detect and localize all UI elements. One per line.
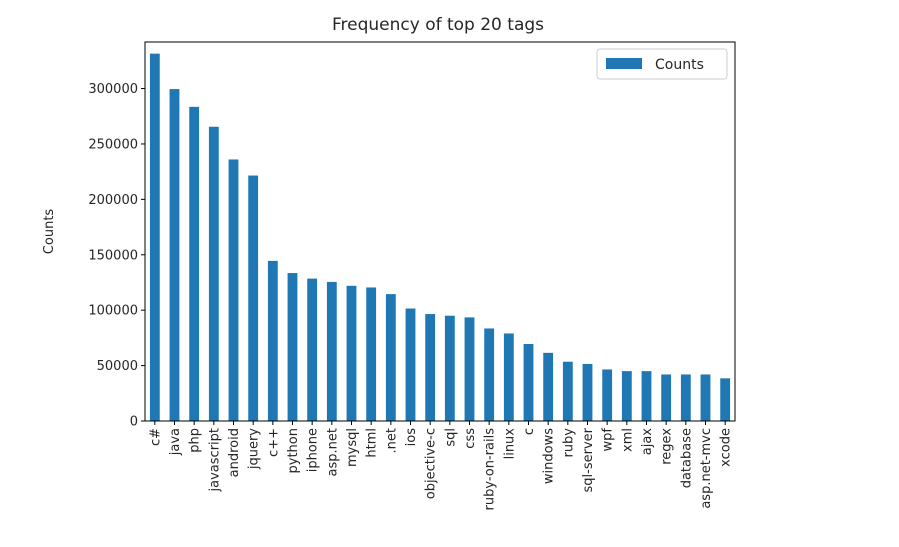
- x-tick-label: c#: [148, 428, 163, 446]
- y-tick-label: 150000: [88, 248, 138, 263]
- x-tick-label: c: [522, 428, 537, 435]
- x-tick-label: xcode: [719, 428, 734, 467]
- legend-box: [596, 48, 728, 80]
- x-tick-label: linux: [502, 428, 517, 460]
- x-tick-label: sql: [443, 428, 458, 447]
- x-tick-label: asp.net-mvc: [699, 428, 714, 509]
- bar-python: [287, 273, 298, 421]
- x-tick-label: android: [227, 428, 242, 477]
- bar-php: [189, 106, 200, 421]
- bar-ruby: [562, 361, 573, 421]
- x-tick-label: .net: [384, 428, 399, 453]
- x-tick-label: windows: [542, 428, 557, 484]
- bar-jquery: [248, 175, 259, 421]
- bar-database: [680, 374, 691, 421]
- x-tick-label: xml: [620, 428, 635, 452]
- bar-c#: [149, 53, 160, 421]
- bar-linux: [503, 333, 514, 421]
- y-tick-label: 100000: [88, 304, 138, 319]
- x-tick-label: ruby: [561, 428, 576, 458]
- y-tick-label: 300000: [88, 82, 138, 97]
- bar-c++: [267, 260, 278, 421]
- bar-ruby-on-rails: [484, 328, 495, 421]
- bar-iphone: [307, 278, 318, 421]
- bar-asp.net-mvc: [700, 374, 711, 421]
- x-tick-label: javascript: [207, 428, 222, 492]
- x-tick-label: ios: [404, 428, 419, 447]
- x-tick-label: sql-server: [581, 427, 596, 492]
- bar-ajax: [641, 371, 652, 421]
- y-axis-ticks: 0 50000 100000 150000 200000 250000 300000: [88, 82, 145, 430]
- bar-javascript: [208, 126, 219, 421]
- legend-swatch: [606, 58, 642, 69]
- y-tick-label: 200000: [88, 193, 138, 208]
- x-tick-label: ajax: [640, 428, 655, 456]
- bar-mysql: [346, 285, 357, 421]
- bar-objective-c: [425, 314, 436, 421]
- bars-group: [149, 53, 731, 421]
- x-axis-ticks: c# java php javascript android jquery c++ pytho…: [148, 421, 734, 511]
- x-tick-label: asp.net: [325, 428, 340, 476]
- y-axis-label: Counts: [42, 209, 57, 255]
- bar-asp.net: [326, 281, 337, 421]
- chart-title: Frequency of top 20 tags: [332, 15, 544, 35]
- bar-sql-server: [582, 363, 593, 421]
- x-tick-label: java: [168, 428, 183, 456]
- x-tick-label: ruby-on-rails: [483, 428, 498, 511]
- x-tick-label: objective-c: [424, 428, 439, 499]
- x-tick-label: wpf: [601, 428, 616, 452]
- x-tick-label: c++: [266, 428, 281, 457]
- y-tick-label: 50000: [97, 359, 138, 374]
- x-tick-label: regex: [660, 428, 675, 465]
- x-tick-label: python: [286, 428, 301, 473]
- bar-c: [523, 343, 534, 421]
- bar-regex: [661, 374, 672, 421]
- plot-frame: [144, 41, 736, 422]
- legend: Counts: [596, 48, 728, 80]
- x-tick-label: php: [188, 428, 203, 453]
- x-tick-label: css: [463, 428, 478, 449]
- bar-sql: [444, 315, 455, 421]
- bar-css: [464, 317, 475, 421]
- bar-java: [169, 89, 180, 421]
- bar-wpf: [602, 369, 613, 421]
- x-tick-label: iphone: [306, 428, 321, 472]
- bar-xcode: [720, 378, 731, 421]
- x-tick-label: jquery: [247, 428, 262, 470]
- y-tick-label: 0: [130, 415, 138, 430]
- y-tick-label: 250000: [88, 137, 138, 152]
- legend-label-counts: Counts: [655, 57, 704, 73]
- x-tick-label: mysql: [345, 428, 360, 467]
- bar-html: [366, 287, 377, 421]
- bar-ios: [405, 308, 416, 421]
- bar-android: [228, 159, 239, 421]
- x-tick-label: html: [365, 428, 380, 458]
- bar-.net: [385, 294, 396, 421]
- bar-xml: [621, 371, 632, 421]
- bar-windows: [543, 352, 554, 421]
- x-tick-label: database: [679, 428, 694, 488]
